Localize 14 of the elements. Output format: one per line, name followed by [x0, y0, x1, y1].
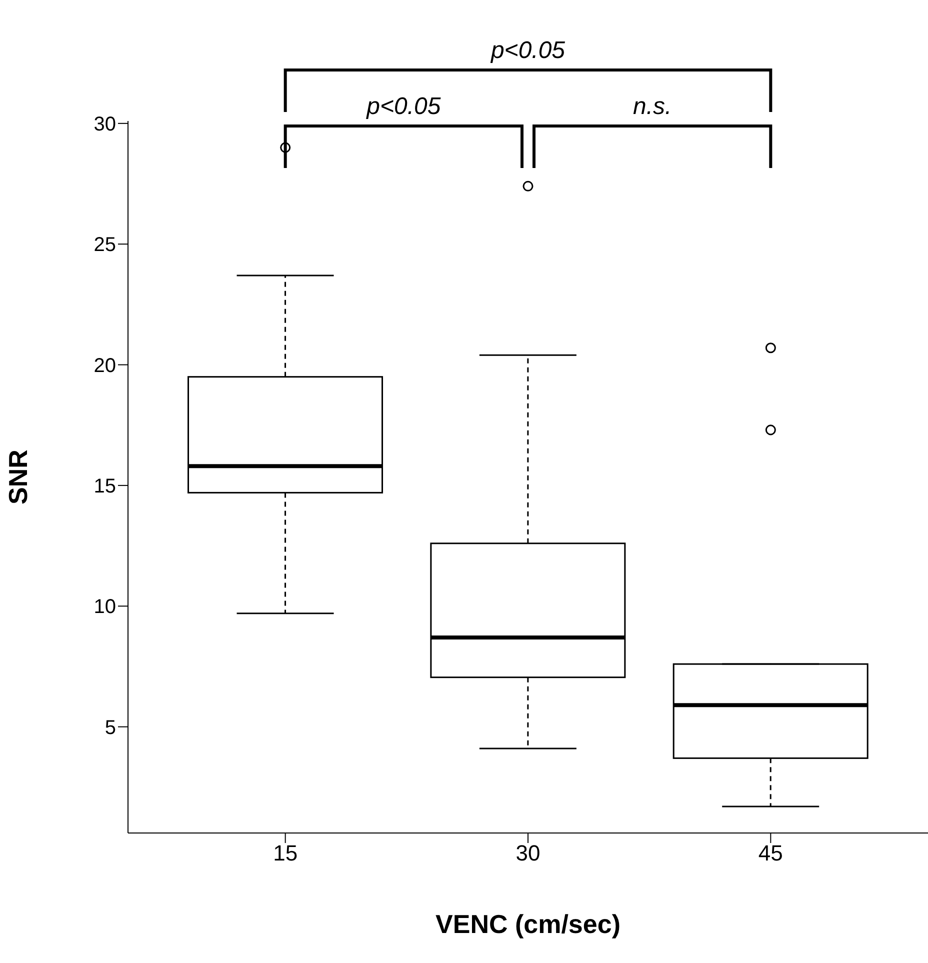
x-tick-label: 45 [758, 840, 783, 866]
text: p<0.05 [490, 37, 566, 64]
y-tick-label: 5 [104, 716, 116, 739]
x-axis-title: VENC (cm/sec) [436, 909, 620, 939]
text: p<0.05 [366, 93, 442, 120]
y-tick-label: 20 [94, 354, 116, 377]
text: n.s. [632, 93, 672, 120]
y-axis-title: SNR [3, 449, 34, 504]
x-tick-label: 15 [273, 840, 298, 866]
y-tick-label: 15 [94, 476, 116, 498]
x-tick-label: 30 [516, 840, 540, 866]
y-tick-label: 30 [94, 114, 116, 136]
y-tick-label: 10 [94, 596, 116, 618]
y-tick-label: 25 [94, 234, 116, 256]
